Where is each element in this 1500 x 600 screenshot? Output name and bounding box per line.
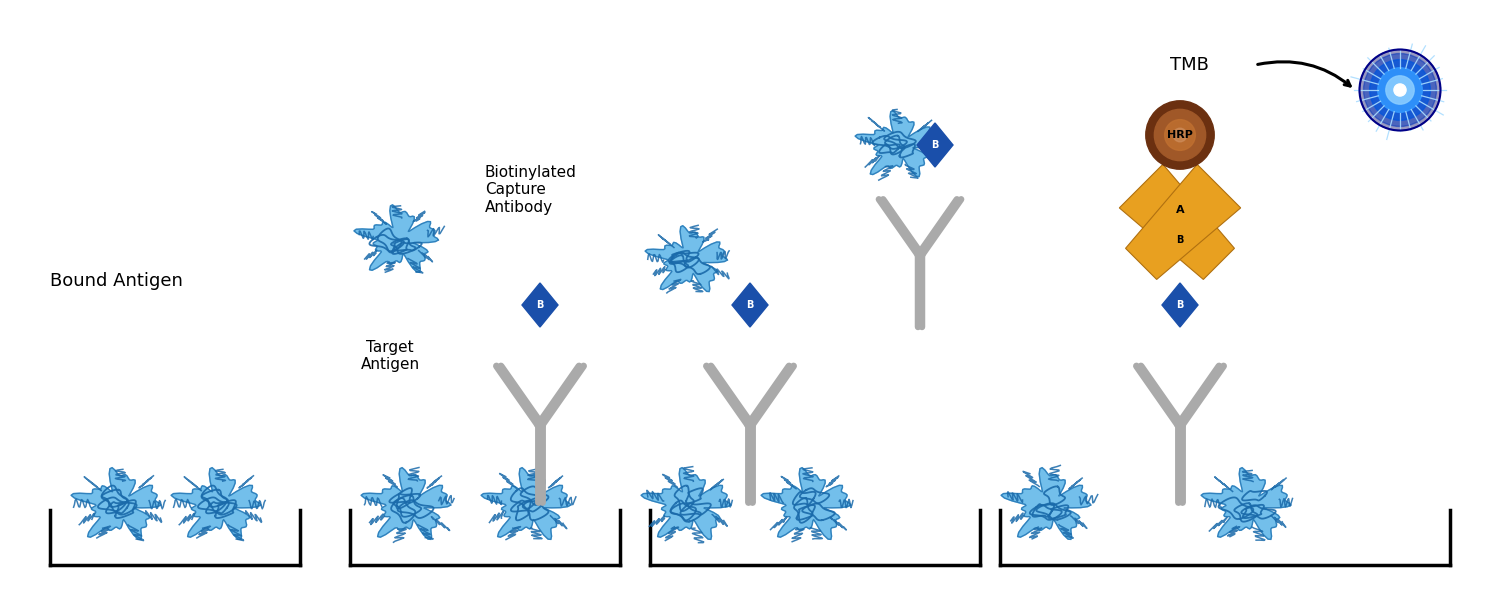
Circle shape [1164,119,1196,151]
Text: A: A [1176,205,1185,215]
Circle shape [1394,84,1406,96]
Text: Bound Antigen: Bound Antigen [50,272,183,290]
Polygon shape [732,283,768,327]
Circle shape [1386,76,1414,104]
Text: TMB: TMB [1170,56,1209,74]
Polygon shape [171,467,261,539]
Text: B: B [1176,235,1184,245]
Polygon shape [482,467,570,539]
Polygon shape [1202,467,1290,539]
Circle shape [1155,109,1206,161]
Polygon shape [1162,283,1198,327]
Polygon shape [645,226,728,292]
Circle shape [1146,101,1214,169]
Text: B: B [537,300,543,310]
Circle shape [1173,128,1186,142]
Polygon shape [522,283,558,327]
Polygon shape [1125,164,1240,280]
Polygon shape [760,467,850,539]
Polygon shape [855,111,938,176]
Polygon shape [362,467,450,539]
Text: B: B [747,300,753,310]
Polygon shape [640,467,730,539]
Polygon shape [1000,467,1090,539]
Text: B: B [932,140,939,150]
Circle shape [1364,53,1437,127]
Circle shape [1359,49,1440,131]
Circle shape [1370,59,1431,121]
Text: Biotinylated
Capture
Antibody: Biotinylated Capture Antibody [484,165,578,215]
Circle shape [1377,68,1422,112]
Text: HRP: HRP [1167,130,1192,140]
Polygon shape [1119,164,1234,280]
Polygon shape [354,205,438,272]
Polygon shape [70,467,160,539]
Text: Target
Antigen: Target Antigen [360,340,420,373]
Text: B: B [1176,300,1184,310]
Polygon shape [916,123,952,167]
